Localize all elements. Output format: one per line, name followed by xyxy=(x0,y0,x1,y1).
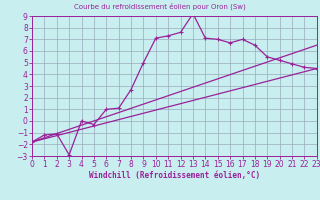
X-axis label: Windchill (Refroidissement éolien,°C): Windchill (Refroidissement éolien,°C) xyxy=(89,171,260,180)
Text: Courbe du refroidissement éolien pour Oron (Sw): Courbe du refroidissement éolien pour Or… xyxy=(74,3,246,10)
